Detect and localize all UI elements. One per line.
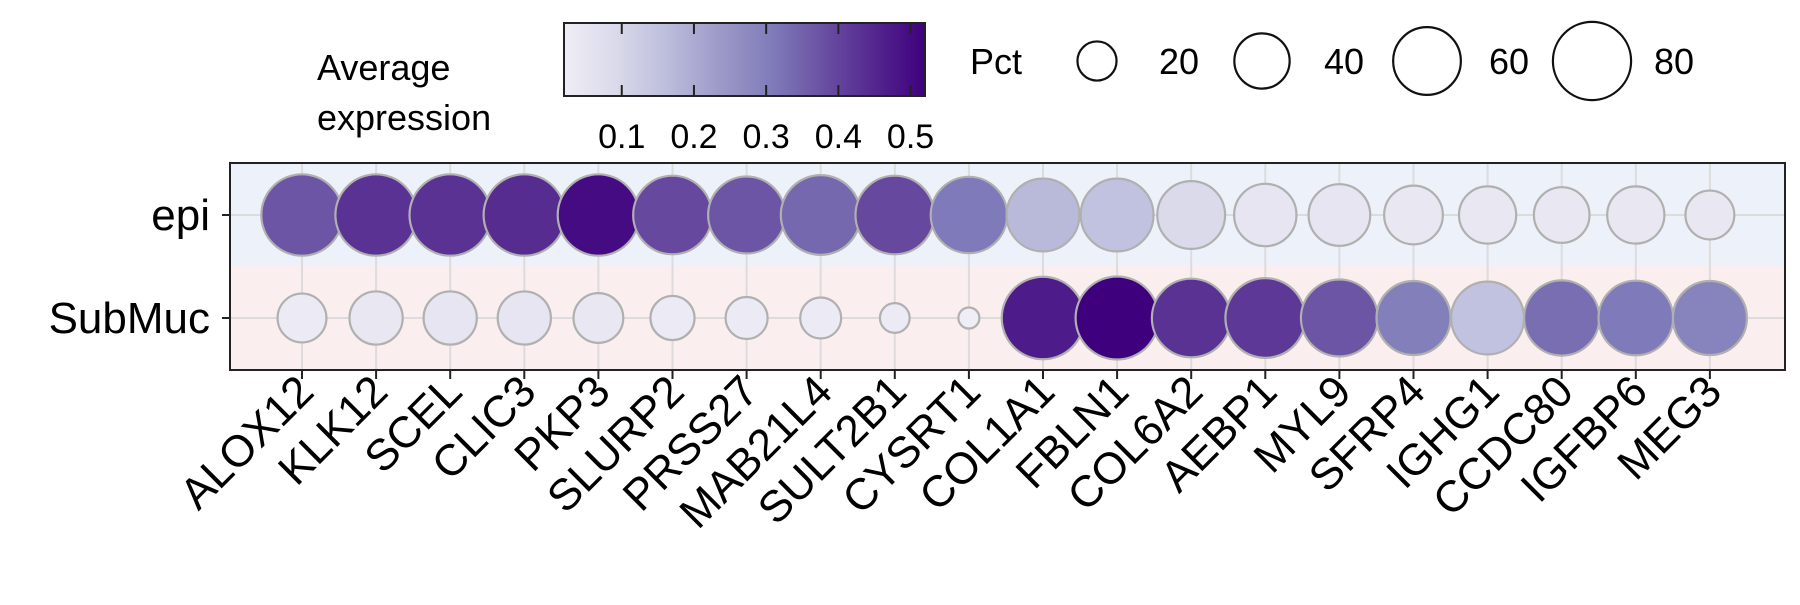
dot-epi-col6a2 bbox=[1156, 180, 1227, 250]
dot-submuc-alox12 bbox=[276, 292, 328, 344]
dot-submuc-clic3 bbox=[496, 290, 552, 346]
dot-submuc-myl9 bbox=[1299, 278, 1379, 358]
dot-submuc-igfbp6 bbox=[1597, 279, 1675, 357]
dot-epi-prss27 bbox=[707, 175, 787, 255]
dot-epi-ccdc80 bbox=[1532, 186, 1591, 244]
legend-area: Average expression 0.1 0.2 0.3 0.4 0.5 Pct 20 40 6… bbox=[317, 20, 1694, 156]
dot-epi-scel bbox=[408, 173, 493, 257]
size-legend-title: Pct bbox=[970, 41, 1022, 82]
dot-epi-myl9 bbox=[1307, 183, 1372, 247]
dot-epi-igfbp6 bbox=[1606, 185, 1666, 245]
colorbar-tick-label: 0.1 bbox=[598, 118, 645, 156]
dot-submuc-klk12 bbox=[348, 290, 404, 346]
dot-submuc-ighg1 bbox=[1450, 280, 1526, 356]
dot-submuc-prss27 bbox=[724, 295, 769, 341]
dot-epi-alox12 bbox=[260, 173, 344, 257]
size-legend-label: 40 bbox=[1324, 41, 1364, 82]
dot-epi-slurp2 bbox=[632, 174, 713, 256]
dot-submuc-fbln1 bbox=[1074, 275, 1160, 361]
colorbar-tick-label: 0.3 bbox=[743, 118, 790, 156]
size-legend-circle bbox=[1233, 32, 1291, 90]
dot-submuc-sult2b1 bbox=[878, 302, 911, 334]
dot-submuc-ccdc80 bbox=[1522, 279, 1601, 357]
dot-epi-mab21l4 bbox=[779, 174, 862, 256]
dot-epi-klk12 bbox=[334, 173, 418, 257]
dot-submuc-meg3 bbox=[1671, 279, 1749, 357]
dot-submuc-pkp3 bbox=[572, 292, 625, 344]
dot-epi-meg3 bbox=[1684, 189, 1736, 241]
dot-submuc-scel bbox=[422, 290, 478, 346]
dot-epi-sfrp4 bbox=[1383, 184, 1444, 246]
dot-epi-clic3 bbox=[482, 173, 567, 257]
dot-submuc-slurp2 bbox=[649, 294, 696, 342]
size-legend-circle bbox=[1551, 20, 1633, 102]
plot-area: epiSubMucALOX12KLK12SCELCLIC3PKP3SLURP2P… bbox=[49, 162, 1786, 538]
size-legend-label: 60 bbox=[1489, 41, 1529, 82]
dot-epi-fbln1 bbox=[1079, 177, 1155, 253]
dot-epi-cysrt1 bbox=[929, 175, 1009, 255]
row-label-epi: epi bbox=[151, 191, 210, 240]
dot-epi-pkp3 bbox=[556, 173, 641, 257]
dot-submuc-cysrt1 bbox=[957, 306, 981, 330]
dot-submuc-mab21l4 bbox=[799, 296, 843, 340]
size-legend-label: 80 bbox=[1654, 41, 1694, 82]
color-legend-title-line2: expression bbox=[317, 97, 491, 138]
plot-frame bbox=[229, 162, 1786, 371]
color-legend-title-line1: Average bbox=[317, 47, 450, 88]
dot-submuc-aebp1 bbox=[1224, 277, 1307, 359]
size-legend-circle bbox=[1392, 26, 1462, 96]
row-label-submuc: SubMuc bbox=[49, 294, 210, 343]
size-legend-label: 20 bbox=[1159, 41, 1199, 82]
colorbar-tick-label: 0.2 bbox=[670, 118, 717, 156]
colorbar bbox=[563, 22, 926, 97]
dot-epi-ighg1 bbox=[1457, 185, 1518, 245]
size-legend-circle bbox=[1076, 40, 1118, 82]
colorbar-tick-label: 0.4 bbox=[815, 118, 862, 156]
dot-submuc-col1a1 bbox=[1000, 275, 1086, 361]
dot-submuc-col6a2 bbox=[1150, 277, 1232, 359]
dot-submuc-sfrp4 bbox=[1375, 279, 1452, 357]
colorbar-tick-label: 0.5 bbox=[887, 118, 934, 156]
dot-epi-sult2b1 bbox=[854, 174, 936, 256]
dot-epi-col1a1 bbox=[1005, 177, 1081, 253]
dot-epi-aebp1 bbox=[1233, 182, 1298, 248]
